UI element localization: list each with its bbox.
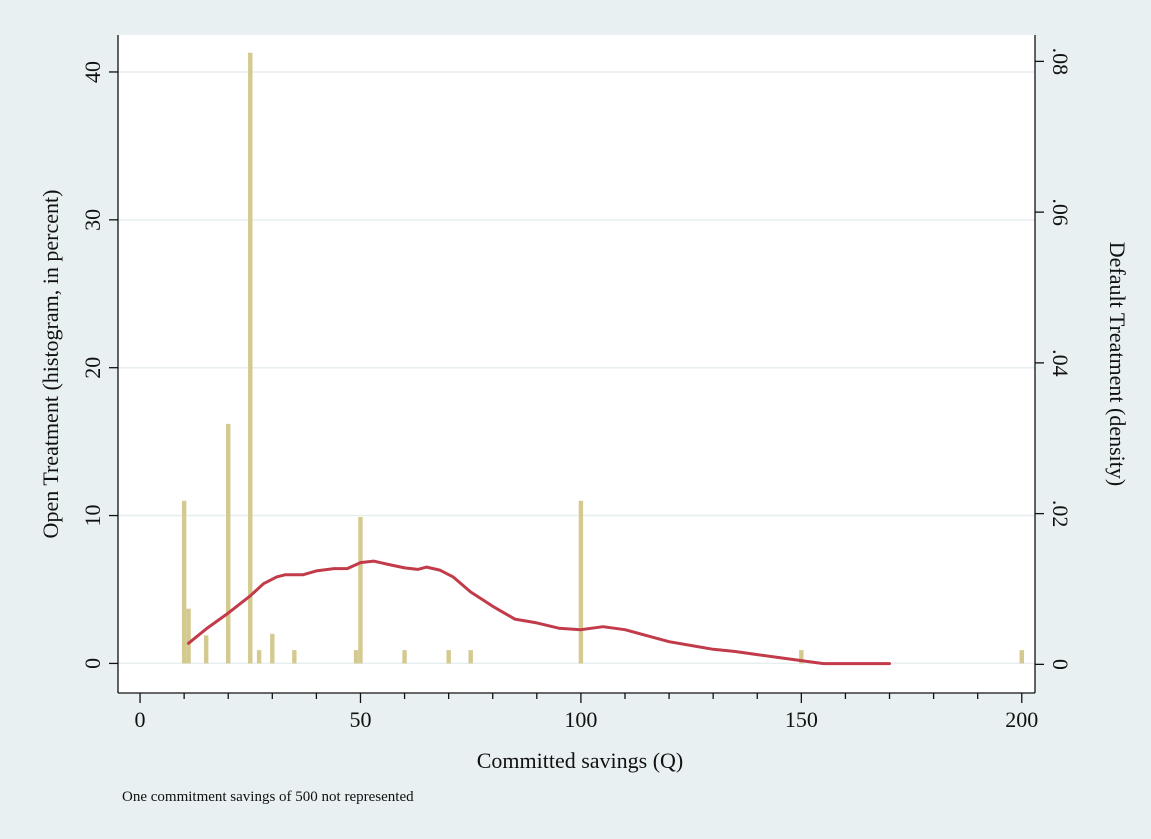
histogram-bar (256, 650, 262, 664)
x-tick-label: 200 (1005, 707, 1038, 732)
histogram-bar (446, 650, 451, 664)
y-right-tick-label: .02 (1048, 500, 1073, 528)
y-axis-left-title: Open Treatment (histogram, in percent) (38, 190, 63, 539)
histogram-bar (358, 517, 363, 664)
chart-note: One commitment savings of 500 not repres… (122, 789, 414, 805)
x-tick-label: 150 (785, 707, 818, 732)
x-axis-title: Committed savings (Q) (477, 748, 684, 773)
histogram-bar (1019, 650, 1024, 664)
histogram-bar (248, 52, 253, 664)
histogram-bar (181, 500, 187, 664)
histogram-bar (402, 650, 407, 664)
y-right-tick-label: .08 (1048, 48, 1073, 75)
histogram-bar (270, 633, 275, 664)
y-left-tick-label: 30 (80, 209, 105, 231)
histogram-bar (799, 650, 804, 664)
x-tick-label: 100 (564, 707, 597, 732)
y-right-tick-label: 0 (1048, 659, 1073, 670)
histogram-bar (353, 650, 359, 664)
x-tick-label: 0 (135, 707, 146, 732)
y-left-tick-label: 20 (80, 357, 105, 379)
histogram-bars (181, 52, 1024, 664)
y-axis-right-title: Default Treatment (density) (1105, 242, 1130, 486)
y-left-tick-label: 10 (80, 505, 105, 527)
y-left-tick-label: 0 (80, 658, 105, 669)
histogram-bar (578, 500, 584, 664)
axes: 0 10 20 30 40 0 .02 .04 .06 .08 0 50 100 150 200 (80, 35, 1073, 732)
y-left-tick-label: 40 (80, 61, 105, 83)
density-line (187, 559, 891, 666)
y-right-tick-label: .04 (1048, 349, 1073, 377)
x-tick-label: 50 (349, 707, 371, 732)
plot-area (118, 35, 1035, 693)
histogram-bar (226, 423, 231, 664)
histogram-bar (468, 650, 473, 664)
histogram-bar (292, 650, 297, 664)
histogram-bar (203, 635, 209, 664)
histogram-bar (186, 608, 191, 664)
y-right-tick-label: .06 (1048, 198, 1073, 226)
